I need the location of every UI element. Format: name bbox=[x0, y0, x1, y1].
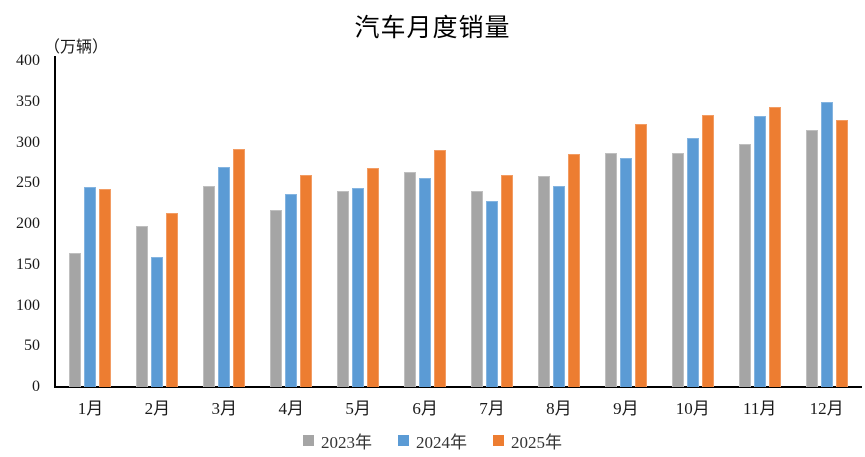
y-tick-label-350: 350 bbox=[16, 92, 40, 110]
y-tick-label-250: 250 bbox=[16, 174, 40, 192]
y-tick-label-100: 100 bbox=[16, 296, 40, 314]
bar-2024年-9月 bbox=[619, 158, 632, 387]
bar-2024年-11月 bbox=[753, 115, 766, 387]
plot-area bbox=[57, 61, 860, 387]
legend-marker-icon-2024年 bbox=[398, 435, 409, 446]
bar-2023年-3月 bbox=[203, 185, 216, 387]
y-tick-label-300: 300 bbox=[16, 133, 40, 151]
legend-item-2025年: 2025年 bbox=[493, 428, 562, 453]
bar-group-6月 bbox=[392, 61, 459, 387]
bar-2025年-2月 bbox=[166, 213, 179, 387]
legend-marker-icon-2025年 bbox=[493, 435, 504, 446]
bar-group-4月 bbox=[258, 61, 325, 387]
bar-2025年-7月 bbox=[500, 175, 513, 387]
bar-2023年-12月 bbox=[805, 129, 818, 387]
legend-label-2023年: 2023年 bbox=[321, 433, 372, 452]
bar-2024年-6月 bbox=[419, 178, 432, 387]
x-tick-label-11月: 11月 bbox=[742, 399, 777, 418]
bar-2024年-4月 bbox=[285, 193, 298, 387]
bar-group-5月 bbox=[325, 61, 392, 387]
bar-2024年-12月 bbox=[820, 101, 833, 387]
bar-2025年-10月 bbox=[701, 114, 714, 387]
x-tick-label-10月: 10月 bbox=[675, 399, 710, 418]
bar-2024年-8月 bbox=[552, 185, 565, 387]
bar-2023年-7月 bbox=[470, 191, 483, 387]
y-tick-label-400: 400 bbox=[16, 52, 40, 69]
bar-group-3月 bbox=[191, 61, 258, 387]
legend-label-2024年: 2024年 bbox=[416, 433, 467, 452]
x-tick-label-8月: 8月 bbox=[546, 399, 572, 418]
bar-2023年-2月 bbox=[136, 225, 149, 387]
legend-label-2025年: 2025年 bbox=[511, 433, 562, 452]
bar-2023年-4月 bbox=[270, 210, 283, 387]
bar-2023年-6月 bbox=[404, 171, 417, 387]
bar-2024年-7月 bbox=[485, 201, 498, 387]
x-axis-tick-labels: 1月 2月 3月 4月 5月 6月 7月 8月 9月 10月 11月 12月 bbox=[57, 394, 860, 419]
bar-2025年-12月 bbox=[835, 119, 848, 387]
chart-title: 汽车月度销量 bbox=[354, 15, 511, 42]
y-axis-line bbox=[54, 56, 56, 388]
x-tick-label-2月: 2月 bbox=[144, 399, 171, 418]
bar-2024年-1月 bbox=[84, 186, 97, 387]
x-tick-label-4月: 4月 bbox=[278, 399, 304, 418]
bar-2024年-10月 bbox=[686, 137, 699, 387]
x-axis-line bbox=[54, 386, 862, 388]
legend-marker-icon-2023年 bbox=[303, 435, 314, 446]
bar-group-11月 bbox=[726, 61, 793, 387]
legend-item-2023年: 2023年 bbox=[303, 428, 372, 453]
bar-group-2月 bbox=[124, 61, 191, 387]
bar-group-9月 bbox=[592, 61, 659, 387]
bar-2025年-11月 bbox=[768, 106, 781, 387]
x-tick-label-1月: 1月 bbox=[77, 399, 104, 418]
bar-2025年-1月 bbox=[99, 189, 112, 387]
x-tick-label-12月: 12月 bbox=[809, 399, 844, 418]
bar-2025年-9月 bbox=[634, 123, 647, 387]
x-tick-label-7月: 7月 bbox=[479, 399, 505, 418]
x-tick-label-6月: 6月 bbox=[412, 399, 438, 418]
bar-2023年-10月 bbox=[671, 153, 684, 387]
bar-2024年-3月 bbox=[218, 166, 231, 387]
bar-2025年-4月 bbox=[300, 175, 313, 387]
x-tick-label-5月: 5月 bbox=[345, 399, 371, 418]
bar-group-1月 bbox=[57, 61, 124, 387]
x-tick-label-9月: 9月 bbox=[613, 399, 639, 418]
bar-2023年-5月 bbox=[337, 191, 350, 387]
bar-2023年-8月 bbox=[537, 175, 550, 387]
y-tick-label-200: 200 bbox=[16, 215, 40, 232]
legend-item-2024年: 2024年 bbox=[398, 428, 467, 453]
bar-2023年-9月 bbox=[604, 153, 617, 387]
bar-2025年-5月 bbox=[367, 167, 380, 387]
bar-group-12月 bbox=[793, 61, 860, 387]
y-tick-label-0: 0 bbox=[32, 378, 40, 395]
y-axis-tick-labels: 0 50 100 150 200 250 300 350 400 bbox=[0, 0, 44, 457]
y-tick-label-50: 50 bbox=[24, 337, 40, 355]
bar-group-8月 bbox=[525, 61, 592, 387]
bar-2025年-6月 bbox=[434, 149, 447, 387]
bar-2024年-5月 bbox=[352, 188, 365, 387]
x-tick-label-3月: 3月 bbox=[211, 399, 238, 418]
y-axis-unit-label: （万辆） bbox=[44, 39, 109, 56]
bar-2025年-8月 bbox=[567, 153, 580, 387]
bar-2024年-2月 bbox=[151, 256, 164, 387]
bar-group-10月 bbox=[659, 61, 726, 387]
y-tick-label-150: 150 bbox=[16, 255, 40, 273]
bar-group-7月 bbox=[459, 61, 526, 387]
bar-2025年-3月 bbox=[233, 149, 246, 387]
legend: 2023年 2024年 2025年 bbox=[0, 428, 865, 453]
bar-2023年-11月 bbox=[738, 144, 751, 387]
bar-2023年-1月 bbox=[69, 252, 82, 387]
